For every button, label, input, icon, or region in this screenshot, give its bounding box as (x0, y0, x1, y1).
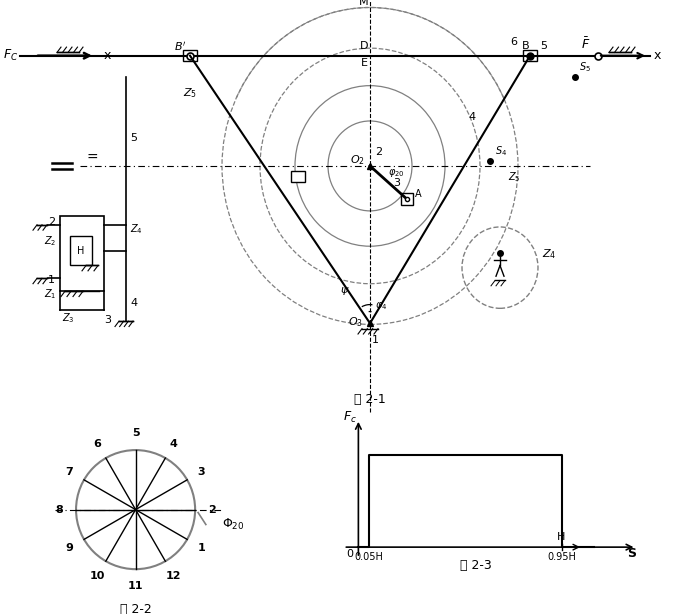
Text: 5: 5 (540, 41, 547, 51)
Text: 2: 2 (375, 147, 382, 157)
Text: E: E (361, 58, 368, 68)
Text: x: x (654, 49, 661, 62)
Text: 4: 4 (170, 438, 178, 449)
Text: 12: 12 (166, 570, 181, 581)
Text: 5: 5 (130, 133, 137, 143)
Text: $\bar{F}$: $\bar{F}$ (581, 37, 590, 52)
Text: $Z_5$: $Z_5$ (183, 87, 197, 100)
Text: D: D (359, 41, 368, 51)
Text: 2: 2 (208, 505, 216, 515)
Text: 0.05H: 0.05H (355, 552, 384, 562)
Text: 9: 9 (65, 543, 73, 553)
Text: H: H (557, 532, 565, 542)
Text: M: M (359, 0, 368, 7)
Text: 图 2-2: 图 2-2 (120, 603, 152, 614)
Text: $\varphi_{20}$: $\varphi_{20}$ (388, 166, 404, 179)
Text: $Z_4$: $Z_4$ (542, 247, 557, 261)
Text: $Z_3$: $Z_3$ (62, 311, 75, 325)
Text: 3: 3 (197, 467, 206, 476)
Text: 7: 7 (65, 467, 73, 476)
Text: 图 2-3: 图 2-3 (460, 559, 492, 572)
Text: 8: 8 (55, 505, 63, 515)
Text: 6: 6 (94, 438, 101, 449)
Text: 3: 3 (104, 316, 111, 325)
Text: =: = (87, 150, 98, 165)
Text: 4: 4 (130, 298, 137, 308)
Bar (401, 193, 412, 206)
Text: $S_4$: $S_4$ (495, 144, 507, 158)
Text: 6: 6 (510, 37, 517, 47)
Bar (183, 50, 197, 61)
Bar (291, 171, 305, 182)
Text: H: H (77, 246, 84, 255)
Text: 图 2-1: 图 2-1 (354, 392, 386, 405)
Text: 5: 5 (132, 429, 140, 438)
Text: 1: 1 (197, 543, 206, 553)
Text: 10: 10 (90, 570, 105, 581)
Bar (60, 216, 104, 291)
Text: $S_5$: $S_5$ (579, 61, 591, 74)
Text: $Z_4$: $Z_4$ (130, 222, 143, 236)
Text: 4: 4 (468, 112, 475, 122)
Text: $Z_2$: $Z_2$ (44, 234, 57, 248)
Text: $Z_5$: $Z_5$ (508, 170, 520, 184)
Text: 2: 2 (48, 217, 55, 227)
Text: $O_3$: $O_3$ (348, 316, 363, 329)
Text: $O_2$: $O_2$ (350, 153, 365, 166)
Text: 0: 0 (346, 549, 353, 559)
Text: $Z_1$: $Z_1$ (44, 287, 57, 301)
Text: 11: 11 (128, 581, 144, 591)
Text: $B'$: $B'$ (174, 40, 187, 53)
Text: $\varphi_4$: $\varphi_4$ (375, 300, 388, 313)
Text: 3: 3 (393, 178, 400, 188)
Bar (70, 236, 92, 265)
Text: 0.95H: 0.95H (547, 552, 576, 562)
Text: $F_C$: $F_C$ (3, 48, 18, 63)
Text: $F_c$: $F_c$ (343, 410, 357, 426)
Bar (523, 50, 537, 61)
Text: 1: 1 (48, 274, 55, 285)
Text: B: B (522, 41, 530, 51)
Text: S: S (627, 547, 636, 560)
Text: x: x (104, 49, 111, 62)
Text: 1: 1 (372, 335, 379, 344)
Text: A: A (415, 189, 421, 199)
Text: $\Phi_{20}$: $\Phi_{20}$ (222, 516, 245, 532)
Text: $\psi$: $\psi$ (340, 286, 350, 297)
